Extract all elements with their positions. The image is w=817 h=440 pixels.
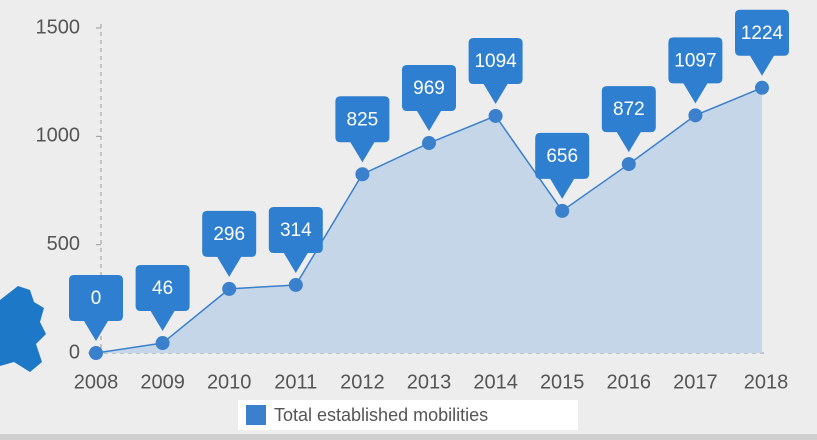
data-point [422,136,436,151]
x-tick-label: 2009 [140,371,185,393]
x-tick-label: 2012 [340,371,385,393]
x-tick-label: 2014 [473,371,518,393]
legend-label: Total established mobilities [274,405,488,425]
data-point [621,157,636,172]
x-tick-label: 2016 [607,371,652,393]
data-label: 0 [91,288,102,309]
data-point [355,167,370,182]
callout [601,86,656,153]
data-point [755,80,769,95]
x-tick-label: 2018 [744,371,789,393]
callout [335,96,390,163]
callout [202,210,257,277]
callout [535,132,590,199]
data-label: 314 [280,220,312,241]
x-tick-label: 2013 [407,371,452,393]
data-point [555,203,570,218]
data-label: 825 [347,109,379,130]
data-label: 296 [213,224,245,245]
callout [402,65,456,132]
data-label: 656 [546,146,578,167]
callout [468,37,523,104]
x-tick-label: 2017 [673,371,718,393]
x-tick-label: 2010 [207,371,252,393]
y-tick-label: 1500 [36,16,81,38]
legend-swatch [246,405,266,425]
legend-box [238,400,578,430]
x-tick-label: 2008 [74,371,119,393]
data-point [288,277,303,292]
x-tick-label: 2015 [540,371,585,393]
data-label: 1097 [674,50,716,71]
callout [668,37,723,104]
area [96,87,762,354]
callout [268,206,323,273]
data-point [222,281,237,296]
data-point [155,336,170,351]
data-label: 969 [413,78,445,99]
y-tick-label: 500 [47,233,80,255]
data-label: 872 [613,99,645,120]
data-point [488,108,503,123]
callout [135,265,190,332]
legend: Total established mobilities [238,400,578,430]
callout [735,9,789,76]
y-tick-label: 0 [69,341,80,363]
data-point [89,346,103,360]
data-label: 1224 [741,23,784,44]
map-fragment [0,286,46,372]
data-label: 46 [152,278,173,299]
x-tick-label: 2011 [274,371,317,393]
footer-bar [0,434,817,440]
data-label: 1094 [474,51,517,72]
data-point [688,108,703,123]
y-tick-label: 1000 [36,125,81,147]
callout [69,275,123,341]
